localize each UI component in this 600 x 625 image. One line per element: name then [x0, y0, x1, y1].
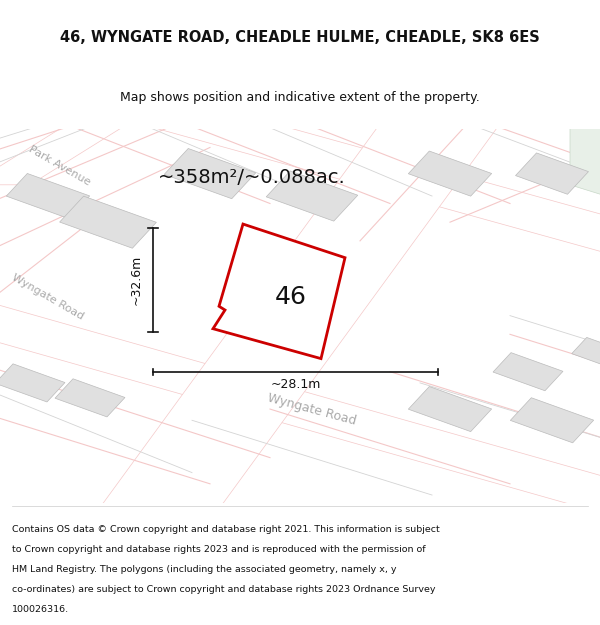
Text: ~28.1m: ~28.1m — [271, 378, 320, 391]
Polygon shape — [164, 149, 256, 199]
Polygon shape — [409, 151, 491, 196]
Polygon shape — [570, 110, 600, 204]
Text: Contains OS data © Crown copyright and database right 2021. This information is : Contains OS data © Crown copyright and d… — [12, 524, 440, 534]
Polygon shape — [266, 171, 358, 221]
Text: Wyngate Road: Wyngate Road — [266, 391, 358, 427]
Text: 46, WYNGATE ROAD, CHEADLE HULME, CHEADLE, SK8 6ES: 46, WYNGATE ROAD, CHEADLE HULME, CHEADLE… — [60, 30, 540, 45]
Polygon shape — [572, 338, 600, 369]
Text: co-ordinates) are subject to Crown copyright and database rights 2023 Ordnance S: co-ordinates) are subject to Crown copyr… — [12, 585, 436, 594]
Text: Park Avenue: Park Avenue — [28, 144, 92, 188]
Text: to Crown copyright and database rights 2023 and is reproduced with the permissio: to Crown copyright and database rights 2… — [12, 545, 425, 554]
Polygon shape — [0, 364, 65, 402]
Text: Wyngate Road: Wyngate Road — [10, 272, 86, 322]
Polygon shape — [409, 386, 491, 432]
Polygon shape — [0, 297, 600, 521]
Text: Map shows position and indicative extent of the property.: Map shows position and indicative extent… — [120, 91, 480, 104]
Text: 100026316.: 100026316. — [12, 606, 69, 614]
Polygon shape — [493, 352, 563, 391]
Polygon shape — [55, 379, 125, 417]
Text: 46: 46 — [275, 285, 307, 309]
Polygon shape — [213, 224, 345, 359]
Polygon shape — [7, 174, 89, 219]
Polygon shape — [511, 398, 593, 443]
Text: ~32.6m: ~32.6m — [130, 255, 143, 305]
Polygon shape — [515, 153, 589, 194]
Text: HM Land Registry. The polygons (including the associated geometry, namely x, y: HM Land Registry. The polygons (includin… — [12, 565, 397, 574]
Polygon shape — [0, 110, 150, 185]
Text: ~358m²/~0.088ac.: ~358m²/~0.088ac. — [158, 168, 346, 187]
Polygon shape — [90, 110, 510, 521]
Polygon shape — [90, 72, 600, 259]
Polygon shape — [59, 196, 157, 248]
